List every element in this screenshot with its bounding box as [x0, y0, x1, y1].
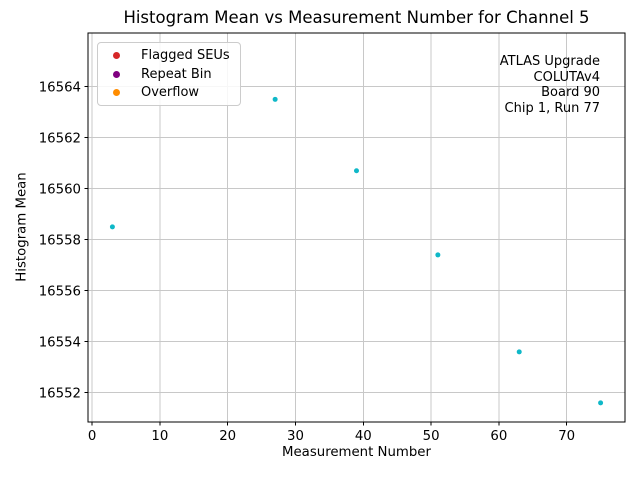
y-tick-label: 16554: [39, 335, 81, 350]
y-axis-label: Histogram Mean: [14, 172, 30, 282]
overflow-marker-icon: [113, 88, 120, 96]
data-point: [598, 400, 604, 406]
legend-label-overflow: Overflow: [141, 84, 200, 100]
legend-label-flagged-seus: Flagged SEUs: [141, 48, 230, 64]
y-tick-label: 16556: [39, 284, 81, 299]
legend-item-repeat-bin: Repeat Bin: [98, 67, 240, 82]
legend-item-overflow: Overflow: [98, 85, 240, 100]
x-axis-label: Measurement Number: [282, 445, 431, 460]
y-tick-label: 16558: [39, 233, 81, 248]
data-point: [435, 252, 441, 258]
y-tick-label: 16562: [39, 131, 81, 146]
x-tick-label: 40: [355, 429, 372, 444]
legend: Flagged SEUs Repeat Bin Overflow: [97, 42, 241, 106]
data-point: [109, 224, 115, 230]
y-tick-label: 16552: [39, 386, 81, 401]
annotation-line-2: COLUTAv4: [533, 69, 600, 85]
repeat-bin-marker-icon: [113, 70, 120, 78]
y-tick-label: 16560: [39, 182, 81, 197]
flagged-seus-marker-icon: [113, 52, 120, 60]
plot-border: [87, 32, 626, 423]
x-tick-label: 30: [287, 429, 304, 444]
x-tick-label: 50: [423, 429, 440, 444]
legend-item-flagged-seus: Flagged SEUs: [98, 48, 240, 63]
annotation-line-1: ATLAS Upgrade: [499, 54, 600, 69]
x-tick-label: 70: [558, 429, 575, 444]
data-point: [272, 96, 278, 102]
chart-title: Histogram Mean vs Measurement Number for…: [123, 8, 590, 27]
legend-label-repeat-bin: Repeat Bin: [141, 66, 212, 82]
data-point: [354, 168, 359, 174]
annotation-line-4: Chip 1, Run 77: [504, 100, 600, 116]
y-tick-label: 16564: [39, 80, 81, 95]
data-point: [516, 349, 522, 355]
x-tick-label: 0: [88, 429, 96, 444]
annotation-text: ATLAS Upgrade COLUTAv4 Board 90 Chip 1, …: [500, 54, 600, 116]
x-tick-label: 60: [490, 429, 507, 444]
x-tick-label: 20: [219, 429, 236, 444]
x-tick-label: 10: [151, 429, 168, 444]
annotation-line-3: Board 90: [541, 85, 600, 101]
